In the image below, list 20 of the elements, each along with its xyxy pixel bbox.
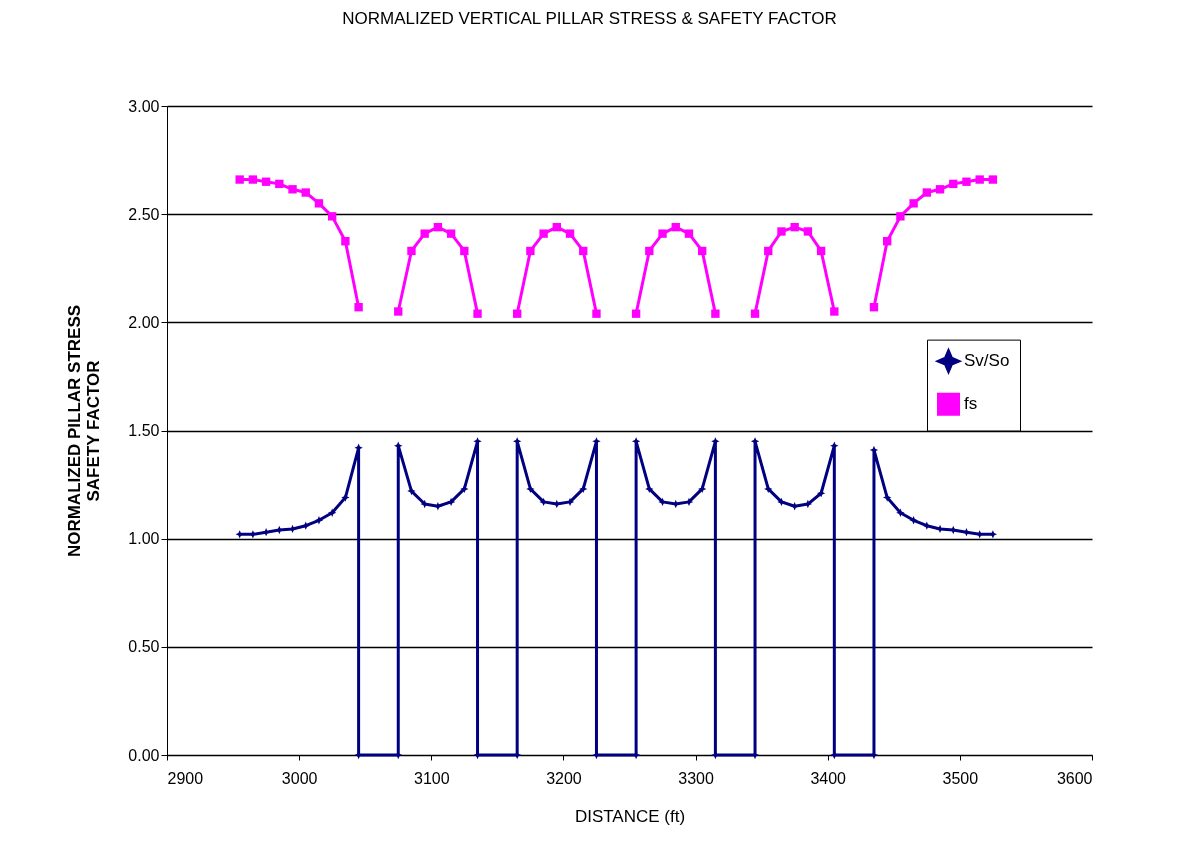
y-tick-label: 0.00 bbox=[128, 746, 160, 764]
x-tick-label: 3600 bbox=[1056, 769, 1093, 787]
x-tick-label: 3300 bbox=[678, 769, 714, 787]
y-tick-label: 3.00 bbox=[128, 97, 160, 115]
x-tick-label: 3500 bbox=[942, 769, 979, 787]
chart-title: NORMALIZED VERTICAL PILLAR STRESS & SAFETY FACTOR bbox=[342, 9, 837, 28]
x-tick-label: 3100 bbox=[413, 769, 450, 787]
x-tick-label: 3200 bbox=[546, 769, 582, 787]
x-axis-title: DISTANCE (ft) bbox=[574, 806, 686, 826]
y-tick-label: 2.00 bbox=[128, 313, 160, 331]
legend-label: fs bbox=[964, 394, 978, 414]
y-tick-label: 1.00 bbox=[128, 530, 160, 548]
y-tick-label: 2.50 bbox=[128, 205, 160, 223]
legend-label: Sv/So bbox=[964, 351, 1010, 371]
y-tick-label: 1.50 bbox=[128, 422, 160, 439]
y-axis-title: NORMALIZED PILLAR STRESS SAFETY FACTOR bbox=[65, 304, 104, 558]
x-tick-label: 2900 bbox=[167, 769, 204, 787]
y-tick-label: 0.50 bbox=[128, 638, 160, 656]
x-tick-label: 3000 bbox=[281, 769, 318, 787]
x-tick-label: 3400 bbox=[810, 769, 847, 787]
